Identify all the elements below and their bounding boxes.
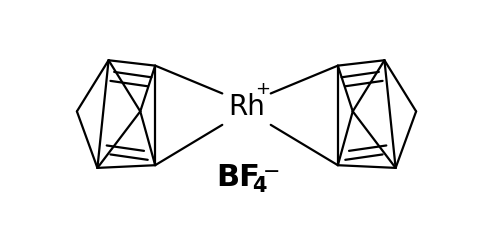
Text: −: −	[263, 162, 280, 182]
Text: Rh: Rh	[228, 93, 264, 121]
Text: +: +	[254, 80, 269, 98]
Text: 4: 4	[252, 176, 266, 196]
Text: BF: BF	[216, 163, 260, 192]
